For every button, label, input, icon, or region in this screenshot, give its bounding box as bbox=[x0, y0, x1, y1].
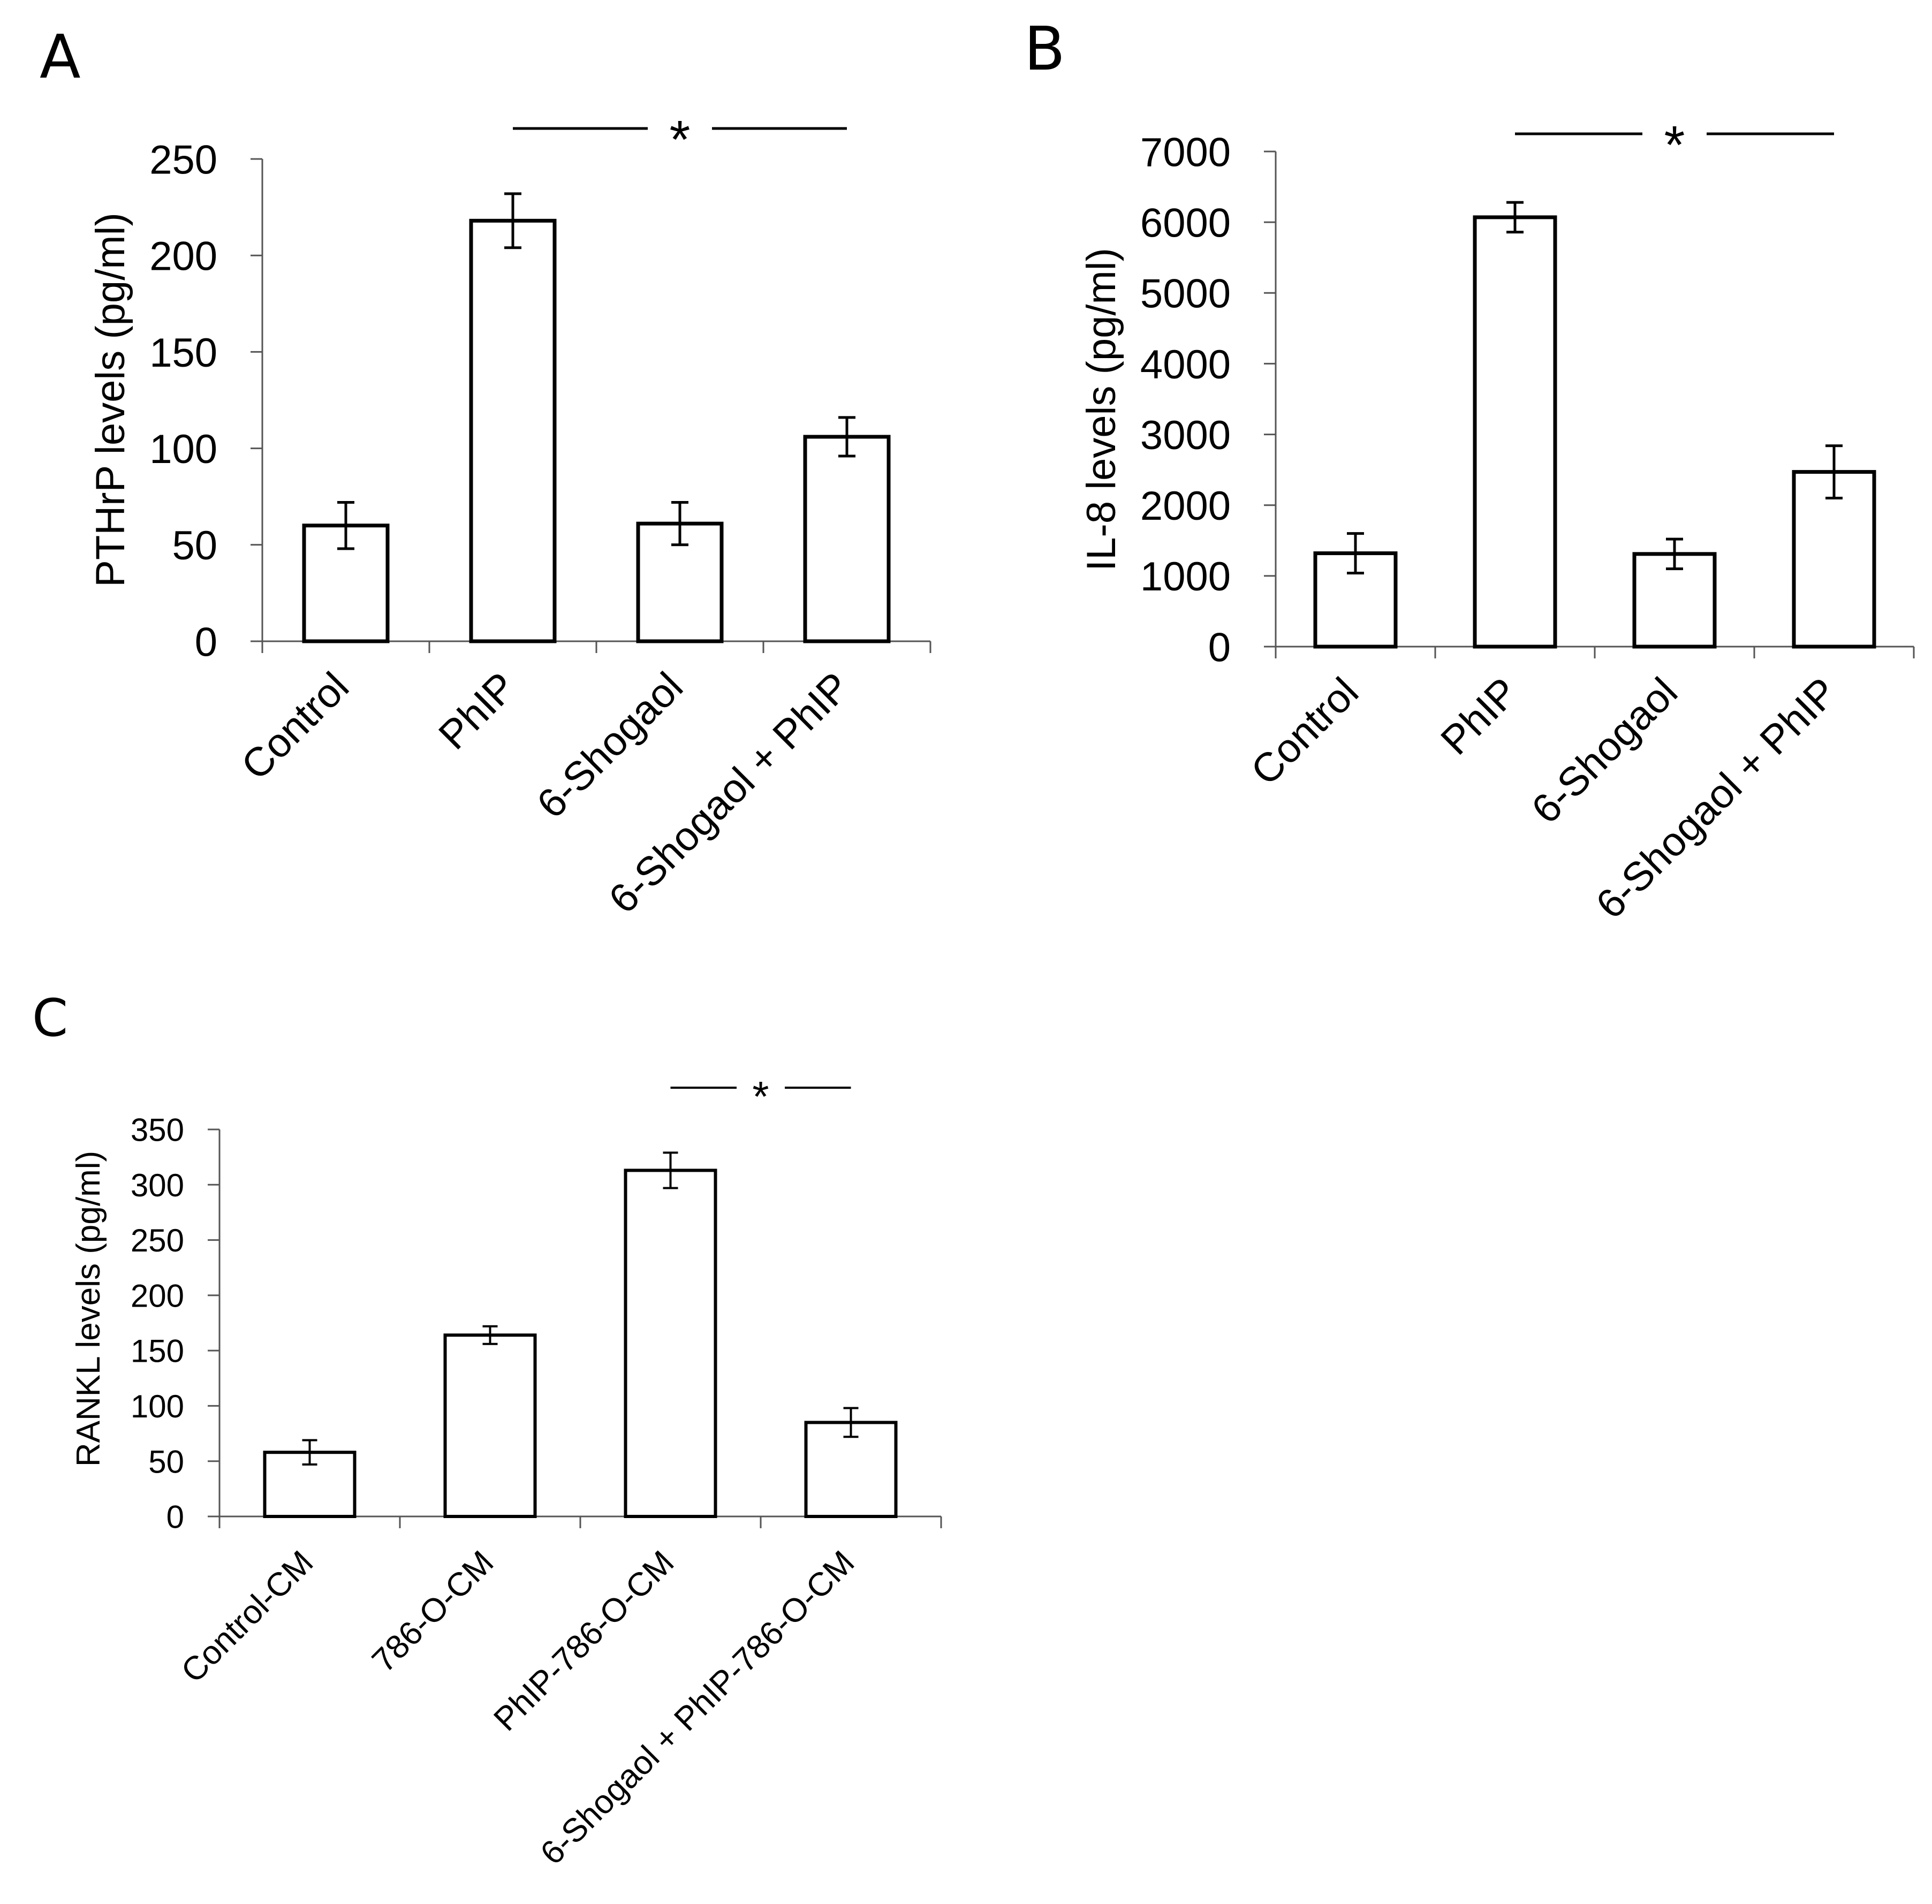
panel-c-y-tick-label: 150 bbox=[131, 1333, 184, 1369]
panel-c-y-tick-label: 0 bbox=[166, 1499, 184, 1535]
panel-b-y-tick-label: 0 bbox=[1208, 625, 1231, 670]
panel-c-y-tick-label: 100 bbox=[131, 1389, 184, 1424]
panel-a-y-tick-label: 250 bbox=[149, 137, 217, 183]
panel-c-y-tick-label: 200 bbox=[131, 1278, 184, 1314]
panel-b-significance: * bbox=[1515, 115, 1834, 175]
panel-c-y-tick-label: 50 bbox=[148, 1444, 184, 1480]
panel-c-significance: * bbox=[670, 1073, 851, 1120]
panel-c-y-axis-ticks: 0 50 100 150 200 250 300 350 bbox=[131, 1112, 219, 1535]
panel-b-y-tick-label: 3000 bbox=[1140, 413, 1231, 458]
panel-b-y-tick-label: 7000 bbox=[1140, 130, 1231, 175]
panel-b-error-bars bbox=[1347, 201, 1843, 575]
panel-c-letter: C bbox=[32, 988, 68, 1048]
panel-a-y-tick-label: 100 bbox=[149, 427, 217, 472]
panel-c-y-tick-label: 250 bbox=[131, 1223, 184, 1258]
panel-b-y-tick-label: 1000 bbox=[1140, 554, 1231, 600]
panel-b-y-tick-label: 6000 bbox=[1140, 201, 1231, 246]
panel-a-error-bars bbox=[337, 192, 855, 550]
panel-a-significance: * bbox=[513, 110, 847, 170]
panel-a-y-tick-label: 50 bbox=[172, 523, 217, 568]
panel-a-bar bbox=[469, 218, 557, 643]
panel-b-y-tick-label: 2000 bbox=[1140, 483, 1231, 529]
panel-c-y-axis-label: RANKL levels (pg/ml) bbox=[70, 1151, 107, 1467]
panel-b-y-axis-ticks: 0 1000 2000 3000 4000 5000 6000 7000 bbox=[1140, 130, 1276, 670]
panel-c-bars bbox=[263, 1169, 898, 1519]
panel-c-bar bbox=[443, 1333, 537, 1519]
panel-c-y-tick-label: 350 bbox=[131, 1112, 184, 1148]
panel-c-y-tick-label: 300 bbox=[131, 1167, 184, 1203]
panel-a-y-tick-label: 0 bbox=[195, 619, 217, 665]
panel-b-significance-star: * bbox=[1664, 115, 1685, 175]
panel-b-letter: B bbox=[1024, 14, 1065, 84]
panel-a-significance-star: * bbox=[670, 110, 691, 170]
panel-b-y-tick-label: 4000 bbox=[1140, 342, 1231, 388]
panel-c-bar bbox=[624, 1169, 717, 1518]
panel-b-bar bbox=[1473, 215, 1557, 649]
panel-b-y-axis-label: IL-8 levels (pg/ml) bbox=[1079, 248, 1124, 571]
panel-a-y-axis-label: PTHrP levels (pg/ml) bbox=[88, 213, 133, 587]
panel-a-y-axis-ticks: 0 50 100 150 200 250 bbox=[149, 137, 262, 665]
panel-c-significance-star: * bbox=[752, 1073, 769, 1120]
panel-a-y-tick-label: 200 bbox=[149, 234, 217, 279]
panel-a-y-tick-label: 150 bbox=[149, 330, 217, 376]
panel-b-y-tick-label: 5000 bbox=[1140, 271, 1231, 317]
panel-c-bar bbox=[804, 1421, 898, 1519]
panel-a-letter: A bbox=[40, 22, 81, 92]
panel-c-error-bars bbox=[302, 1151, 859, 1466]
panel-a-bar bbox=[803, 435, 891, 643]
